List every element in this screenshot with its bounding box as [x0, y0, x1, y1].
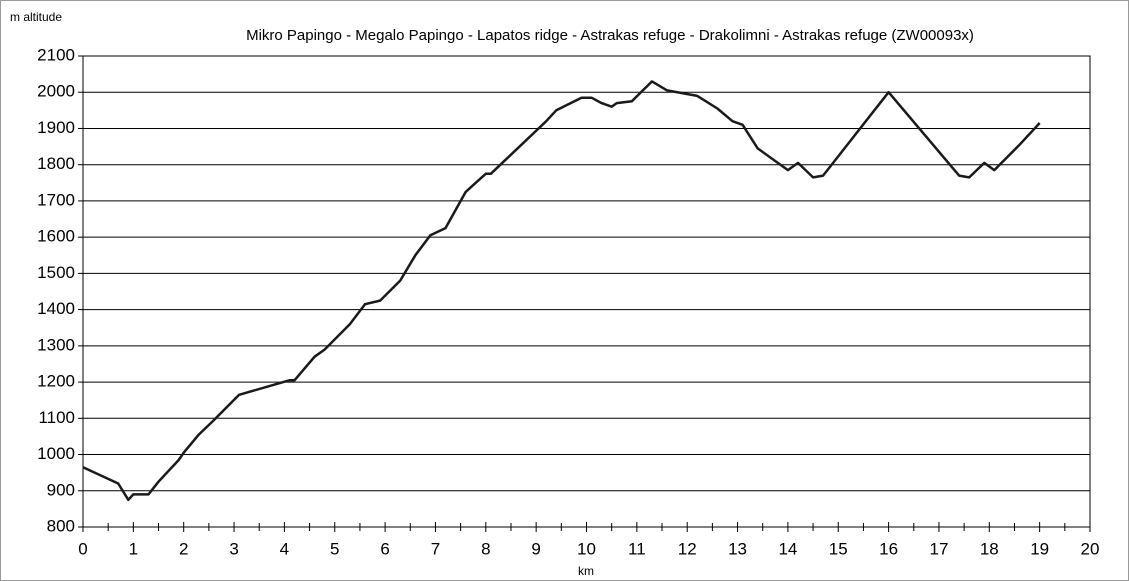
y-tick-label: 1500: [37, 263, 75, 282]
y-tick-label: 1300: [37, 335, 75, 354]
x-tick-label: 18: [980, 539, 999, 558]
x-tick-label: 4: [280, 539, 289, 558]
x-tick-label: 11: [628, 539, 646, 558]
x-tick-label: 13: [728, 539, 747, 558]
x-tick-label: 5: [330, 539, 339, 558]
y-tick-label: 800: [47, 516, 75, 535]
y-tick-label: 1400: [37, 299, 75, 318]
x-tick-label: 7: [431, 539, 440, 558]
x-tick-label: 0: [78, 539, 87, 558]
y-tick-label: 1200: [37, 372, 75, 391]
x-tick-label: 14: [778, 539, 797, 558]
x-tick-label: 20: [1081, 539, 1100, 558]
y-tick-label: 900: [47, 480, 75, 499]
y-tick-label: 2100: [37, 45, 75, 64]
y-tick-label: 1100: [38, 408, 75, 427]
x-tick-label: 17: [929, 539, 948, 558]
x-tick-label: 2: [179, 539, 188, 558]
y-tick-label: 1000: [37, 444, 75, 463]
x-axis-label: km: [578, 564, 594, 578]
x-tick-label: 10: [577, 539, 596, 558]
y-tick-label: 1700: [37, 190, 75, 209]
y-axis-label: m altitude: [10, 10, 62, 24]
x-tick-label: 19: [1030, 539, 1049, 558]
y-tick-label: 1900: [37, 118, 75, 137]
x-tick-label: 16: [879, 539, 898, 558]
x-tick-label: 12: [678, 539, 697, 558]
y-tick-label: 2000: [37, 82, 75, 101]
y-tick-label: 1600: [37, 227, 75, 246]
x-tick-label: 6: [380, 539, 389, 558]
x-tick-label: 15: [829, 539, 848, 558]
x-tick-label: 3: [229, 539, 238, 558]
altitude-line: [82, 80, 1041, 502]
x-tick-label: 9: [531, 539, 540, 558]
x-tick-label: 1: [129, 539, 138, 558]
y-tick-label: 1800: [37, 154, 75, 173]
x-tick-label: 8: [481, 539, 490, 558]
chart-title: Mikro Papingo - Megalo Papingo - Lapatos…: [246, 27, 974, 44]
